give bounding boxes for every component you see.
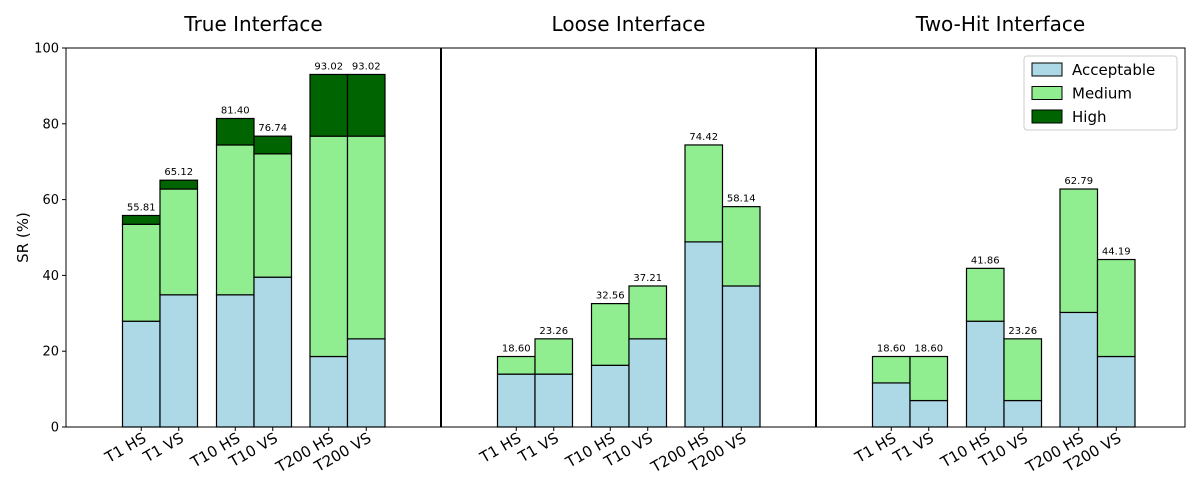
data-label: 55.81 <box>127 202 156 213</box>
bar-medium <box>965 267 1005 322</box>
data-label: 37.21 <box>633 273 662 284</box>
data-label: 18.60 <box>877 344 906 355</box>
legend: Acceptable Medium High <box>1023 55 1178 131</box>
bar-acceptable <box>684 241 724 428</box>
bar-medium <box>721 206 761 287</box>
bar-medium <box>1059 188 1099 314</box>
bar-acceptable <box>1059 311 1099 428</box>
data-label: 76.74 <box>258 123 287 134</box>
bar-high <box>121 214 161 225</box>
legend-label: High <box>1072 108 1106 126</box>
bar-medium <box>346 135 386 340</box>
bar-high <box>309 73 349 137</box>
data-label: 58.14 <box>727 194 756 205</box>
bar-acceptable <box>346 338 386 428</box>
bar-medium <box>628 285 668 340</box>
legend-label: Acceptable <box>1072 61 1155 79</box>
y-tick-label: 60 <box>42 193 59 208</box>
x-tick-label: T1 HS <box>476 429 524 467</box>
bar-acceptable <box>159 294 199 428</box>
bar-medium <box>159 188 199 296</box>
x-tick-label: T1 VS <box>889 429 936 467</box>
bar-acceptable <box>965 320 1005 428</box>
data-label: 41.86 <box>971 255 1000 266</box>
bar-acceptable <box>871 382 911 428</box>
data-label: 44.19 <box>1102 247 1131 258</box>
bar-medium <box>684 144 724 243</box>
data-label: 93.02 <box>352 61 381 72</box>
bar-medium <box>1096 258 1136 358</box>
bar-high <box>159 179 199 190</box>
data-label: 32.56 <box>596 291 625 302</box>
bar-acceptable <box>253 276 293 428</box>
bar-high <box>215 117 255 146</box>
bar-high <box>253 135 293 155</box>
panel-title: Loose Interface <box>552 12 706 36</box>
panel-2: Loose Interface 18.60 T1 HS 23.26 T1 VS 32.56… <box>440 12 817 477</box>
legend-label: Medium <box>1072 85 1132 103</box>
x-tick-label: T1 VS <box>514 429 561 467</box>
bar-medium <box>1003 338 1043 402</box>
bar-medium <box>590 302 630 366</box>
data-label: 93.02 <box>314 61 343 72</box>
bar-acceptable <box>534 373 574 428</box>
bar-medium <box>121 223 161 322</box>
data-label: 62.79 <box>1064 176 1093 187</box>
bar-acceptable <box>1003 399 1043 428</box>
y-tick-label: 80 <box>42 117 59 132</box>
data-label: 65.12 <box>164 167 193 178</box>
bar-acceptable <box>1096 355 1136 428</box>
bar-medium <box>871 355 911 384</box>
bar-medium <box>534 338 574 375</box>
legend-swatch <box>1031 109 1063 124</box>
panel-3: Two-Hit Interface 18.60 T1 HS 18.60 T1 VS 41.… <box>815 12 1186 477</box>
data-label: 74.42 <box>689 132 718 143</box>
panel-title: True Interface <box>183 12 322 36</box>
bar-medium <box>909 355 949 402</box>
y-tick-label: 40 <box>42 269 59 284</box>
data-label: 23.26 <box>539 326 568 337</box>
data-label: 18.60 <box>502 344 531 355</box>
y-tick-label: 0 <box>51 421 59 436</box>
x-tick-label: T1 HS <box>101 429 149 467</box>
bar-acceptable <box>909 399 949 428</box>
bar-medium <box>496 355 536 375</box>
bar-acceptable <box>309 355 349 428</box>
bar-acceptable <box>215 294 255 428</box>
bar-medium <box>253 153 293 278</box>
bar-medium <box>215 144 255 296</box>
bar-acceptable <box>496 373 536 428</box>
y-tick-label: 100 <box>34 42 59 57</box>
data-label: 81.40 <box>221 105 250 116</box>
bar-acceptable <box>121 320 161 428</box>
bar-acceptable <box>590 364 630 428</box>
panel-title: Two-Hit Interface <box>915 12 1085 36</box>
y-tick-label: 20 <box>42 345 59 360</box>
data-label: 18.60 <box>914 344 943 355</box>
bar-high <box>346 73 386 137</box>
y-axis-label: SR (%) <box>14 212 32 263</box>
bar-acceptable <box>628 338 668 428</box>
x-tick-label: T1 HS <box>851 429 899 467</box>
legend-swatch <box>1031 86 1063 100</box>
legend-swatch <box>1031 62 1063 77</box>
data-label: 23.26 <box>1008 326 1037 337</box>
bar-medium <box>309 135 349 358</box>
bar-acceptable <box>721 285 761 428</box>
x-tick-label: T1 VS <box>139 429 186 467</box>
